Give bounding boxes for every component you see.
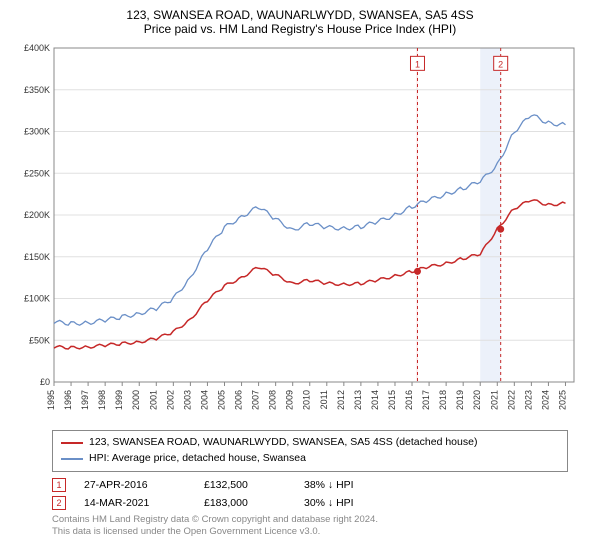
sales-row-1: 1 27-APR-2016 £132,500 38% ↓ HPI	[52, 478, 568, 492]
svg-text:2002: 2002	[165, 390, 175, 410]
sale-price-2: £183,000	[204, 497, 304, 509]
svg-text:2010: 2010	[302, 390, 312, 410]
footer: Contains HM Land Registry data © Crown c…	[52, 514, 568, 539]
svg-text:2000: 2000	[131, 390, 141, 410]
sale-price-1: £132,500	[204, 479, 304, 491]
svg-text:2004: 2004	[199, 390, 209, 410]
svg-text:1997: 1997	[80, 390, 90, 410]
sales-row-2: 2 14-MAR-2021 £183,000 30% ↓ HPI	[52, 496, 568, 510]
svg-text:2024: 2024	[540, 390, 550, 410]
legend: 123, SWANSEA ROAD, WAUNARLWYDD, SWANSEA,…	[52, 430, 568, 472]
svg-text:2013: 2013	[353, 390, 363, 410]
svg-text:2003: 2003	[182, 390, 192, 410]
svg-text:2022: 2022	[506, 390, 516, 410]
footer-line-2: This data is licensed under the Open Gov…	[52, 526, 568, 538]
sales-table: 1 27-APR-2016 £132,500 38% ↓ HPI 2 14-MA…	[52, 478, 568, 510]
svg-text:2006: 2006	[234, 390, 244, 410]
svg-text:£250K: £250K	[24, 168, 50, 178]
svg-text:2007: 2007	[251, 390, 261, 410]
svg-text:£100K: £100K	[24, 294, 50, 304]
svg-text:£150K: £150K	[24, 252, 50, 262]
svg-text:£200K: £200K	[24, 210, 50, 220]
sale-pct-1: 38% ↓ HPI	[304, 479, 404, 491]
legend-label-property: 123, SWANSEA ROAD, WAUNARLWYDD, SWANSEA,…	[89, 435, 477, 451]
sale-marker-2: 2	[52, 496, 66, 510]
svg-text:£0: £0	[40, 377, 50, 387]
svg-text:2016: 2016	[404, 390, 414, 410]
svg-text:£350K: £350K	[24, 85, 50, 95]
sale-pct-2: 30% ↓ HPI	[304, 497, 404, 509]
legend-swatch-property	[61, 442, 83, 444]
svg-text:£400K: £400K	[24, 43, 50, 53]
legend-row-property: 123, SWANSEA ROAD, WAUNARLWYDD, SWANSEA,…	[61, 435, 559, 451]
svg-text:2014: 2014	[370, 390, 380, 410]
chart-title: 123, SWANSEA ROAD, WAUNARLWYDD, SWANSEA,…	[12, 8, 588, 22]
svg-text:2008: 2008	[268, 390, 278, 410]
svg-text:1995: 1995	[46, 390, 56, 410]
legend-swatch-hpi	[61, 458, 83, 460]
svg-text:2011: 2011	[319, 390, 329, 409]
sale-date-2: 14-MAR-2021	[84, 497, 204, 509]
svg-text:2020: 2020	[472, 390, 482, 410]
chart-container: 123, SWANSEA ROAD, WAUNARLWYDD, SWANSEA,…	[0, 0, 600, 560]
svg-text:2023: 2023	[523, 390, 533, 410]
chart-plot: £0 £50K £100K £150K £200K £250K £300K £350K £400…	[12, 42, 588, 422]
svg-text:2018: 2018	[438, 390, 448, 410]
svg-text:2019: 2019	[455, 390, 465, 410]
legend-row-hpi: HPI: Average price, detached house, Swan…	[61, 451, 559, 467]
svg-text:2015: 2015	[387, 390, 397, 410]
svg-text:2: 2	[498, 59, 503, 69]
chart-svg: £0 £50K £100K £150K £200K £250K £300K £350K £400…	[12, 42, 588, 422]
svg-text:1998: 1998	[97, 390, 107, 410]
svg-text:2021: 2021	[489, 390, 499, 410]
svg-text:£300K: £300K	[24, 127, 50, 137]
svg-text:1999: 1999	[114, 390, 124, 410]
sale-date-1: 27-APR-2016	[84, 479, 204, 491]
chart-subtitle: Price paid vs. HM Land Registry's House …	[12, 22, 588, 36]
svg-text:2001: 2001	[148, 390, 158, 410]
sale-marker-1: 1	[52, 478, 66, 492]
svg-text:1: 1	[415, 59, 420, 69]
svg-text:2017: 2017	[421, 390, 431, 410]
svg-text:2009: 2009	[285, 390, 295, 410]
svg-text:£50K: £50K	[29, 335, 50, 345]
svg-text:2005: 2005	[216, 390, 226, 410]
svg-text:2012: 2012	[336, 390, 346, 410]
footer-line-1: Contains HM Land Registry data © Crown c…	[52, 514, 568, 526]
svg-text:2025: 2025	[557, 390, 567, 410]
legend-label-hpi: HPI: Average price, detached house, Swan…	[89, 451, 306, 467]
svg-text:1996: 1996	[63, 390, 73, 410]
